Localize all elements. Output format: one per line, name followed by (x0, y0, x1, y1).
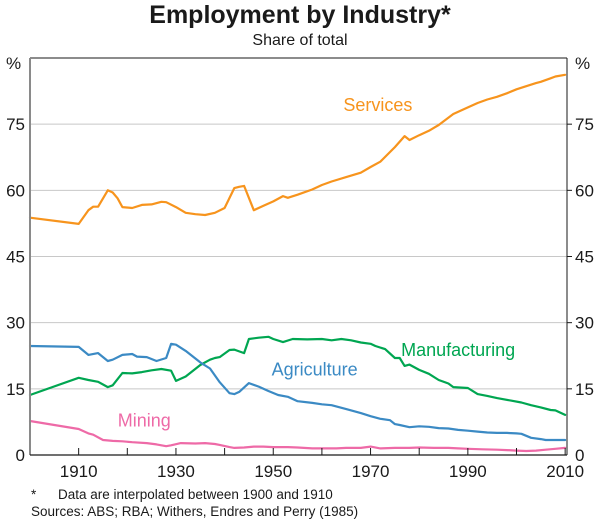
y-tick-label-left: 75 (6, 115, 25, 134)
y-unit-right: % (575, 54, 590, 73)
footnote-sources: Sources: ABS; RBA; Withers, Endres and P… (31, 504, 359, 519)
x-tick-label: 1930 (157, 462, 195, 481)
footnote-text: Data are interpolated between 1900 and 1… (58, 487, 333, 502)
series-label-agriculture: Agriculture (272, 360, 358, 380)
x-tick-label: 1950 (254, 462, 292, 481)
tick-labels: 0 0 15 15 30 30 45 45 60 60 75 75% % 1910 1930 1950 1970… (6, 54, 594, 481)
y-tick-label-right: 15 (575, 380, 594, 399)
y-tick-label-left: 45 (6, 248, 25, 267)
y-tick-label-right: 45 (575, 248, 594, 267)
y-tick-label-right: 0 (575, 446, 584, 465)
series-label-manufacturing: Manufacturing (401, 340, 515, 360)
y-tick-label-left: 15 (6, 380, 25, 399)
y-tick-label-left: 60 (6, 181, 25, 200)
axes (29, 57, 572, 456)
y-tick-label-right: 75 (575, 115, 594, 134)
x-tick-label: 1910 (60, 462, 98, 481)
y-unit-left: % (6, 54, 21, 73)
y-tick-label-left: 0 (16, 446, 25, 465)
y-tick-label-right: 60 (575, 181, 594, 200)
series-labels: Services Manufacturing Agriculture Mining (118, 95, 515, 430)
chart-subtitle: Share of total (252, 32, 348, 49)
series-line-mining (28, 419, 567, 453)
series-label-services: Services (343, 95, 412, 115)
footnote-star: * (31, 487, 37, 502)
chart-title: Employment by Industry* (149, 1, 451, 29)
y-tick-label-right: 30 (575, 314, 594, 333)
x-tick-label: 1990 (449, 462, 487, 481)
series-line-agriculture (28, 342, 567, 442)
series-line-services (28, 73, 567, 225)
series-label-mining: Mining (118, 410, 171, 430)
series-line-manufacturing (28, 335, 567, 416)
gridlines (30, 123, 567, 390)
series-lines (28, 73, 567, 453)
footnote-interpolation: * Data are interpolated between 1900 and … (31, 487, 333, 503)
x-tick-label: 1970 (352, 462, 390, 481)
y-tick-label-left: 30 (6, 314, 25, 333)
x-tick-label: 2010 (546, 462, 584, 481)
